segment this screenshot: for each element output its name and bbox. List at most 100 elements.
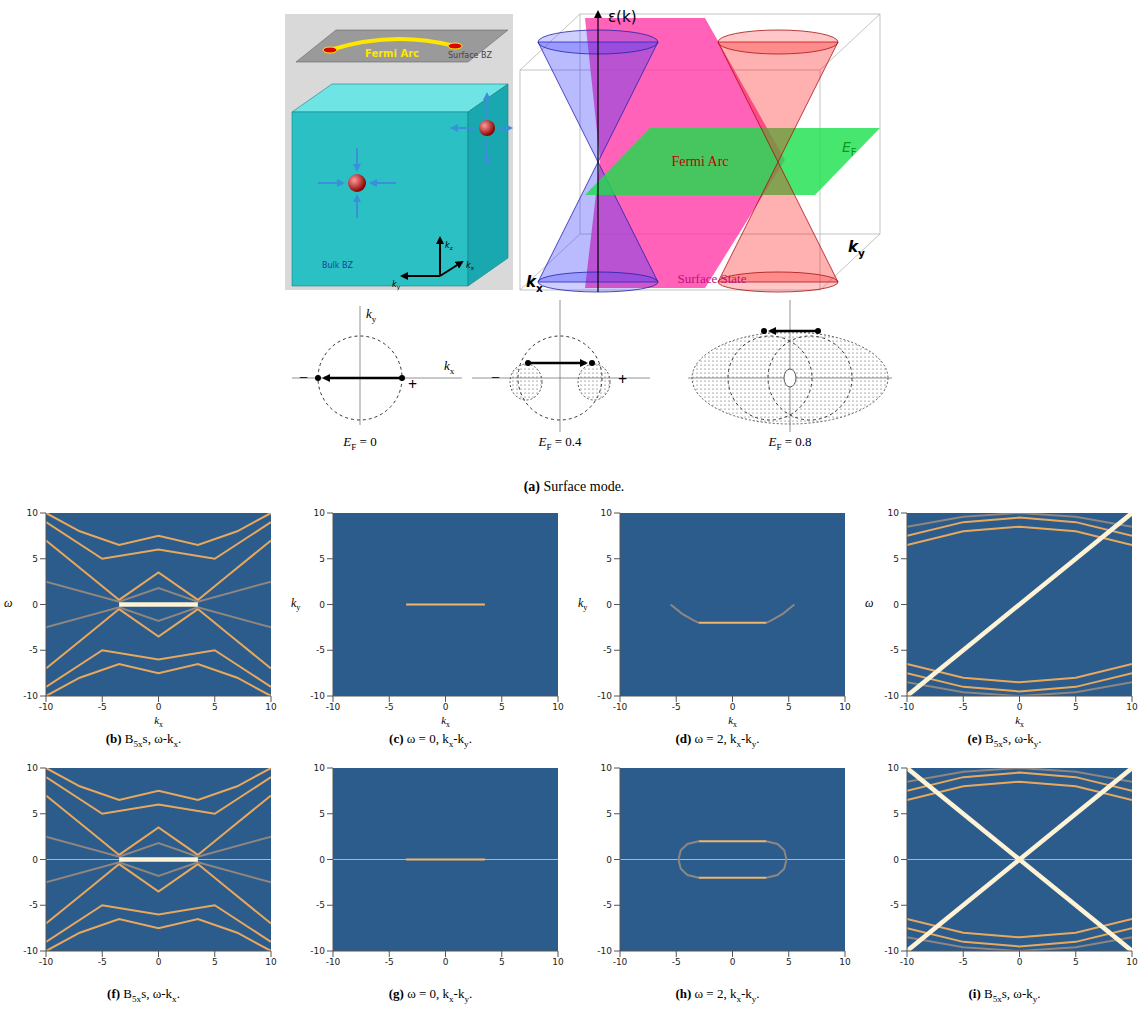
svg-text:-5: -5	[98, 702, 107, 712]
svg-text:0: 0	[1017, 702, 1023, 712]
svg-text:-10: -10	[900, 957, 915, 967]
svg-text:10: 10	[1126, 957, 1138, 967]
svg-text:10: 10	[601, 763, 613, 773]
svg-text:-10: -10	[884, 946, 899, 956]
svg-text:ky: ky	[392, 280, 401, 291]
svg-text:-10: -10	[326, 702, 341, 712]
svg-text:5: 5	[606, 809, 612, 819]
svg-text:−: −	[491, 369, 500, 386]
svg-text:0: 0	[606, 600, 612, 610]
svg-text:-5: -5	[672, 957, 681, 967]
svg-text:-5: -5	[959, 702, 968, 712]
svg-text:-10: -10	[597, 691, 612, 701]
svg-text:Fermi Arc: Fermi Arc	[365, 48, 419, 59]
svg-text:EF: EF	[842, 139, 857, 158]
svg-text:0: 0	[730, 957, 736, 967]
svg-text:-5: -5	[603, 900, 612, 910]
svg-text:Fermi Arc: Fermi Arc	[671, 154, 728, 169]
svg-text:+: +	[618, 371, 627, 388]
svg-text:ε(k): ε(k)	[608, 8, 637, 26]
svg-text:0: 0	[32, 600, 38, 610]
svg-text:5: 5	[319, 554, 325, 564]
svg-text:5: 5	[32, 809, 38, 819]
svg-text:5: 5	[319, 809, 325, 819]
svg-text:5: 5	[212, 702, 218, 712]
svg-text:-10: -10	[39, 702, 54, 712]
svg-text:5: 5	[1073, 957, 1079, 967]
svg-text:-5: -5	[29, 645, 38, 655]
svg-text:10: 10	[552, 702, 564, 712]
svg-text:-10: -10	[884, 691, 899, 701]
svg-text:10: 10	[314, 508, 326, 518]
svg-text:-10: -10	[23, 691, 38, 701]
svg-text:ky: ky	[848, 238, 865, 259]
svg-text:10: 10	[839, 702, 851, 712]
svg-text:kx: kx	[466, 261, 475, 271]
svg-text:0: 0	[893, 855, 899, 865]
svg-text:5: 5	[606, 554, 612, 564]
svg-text:-10: -10	[613, 702, 628, 712]
svg-text:kx: kx	[444, 358, 455, 376]
svg-text:-5: -5	[29, 900, 38, 910]
svg-text:10: 10	[27, 763, 39, 773]
svg-text:ky: ky	[366, 306, 377, 324]
svg-text:+: +	[408, 376, 417, 393]
svg-text:-5: -5	[316, 645, 325, 655]
svg-text:0: 0	[606, 855, 612, 865]
svg-text:10: 10	[552, 957, 564, 967]
svg-text:-10: -10	[310, 691, 325, 701]
svg-text:0: 0	[156, 957, 162, 967]
svg-text:10: 10	[839, 957, 851, 967]
svg-text:Surface State: Surface State	[678, 271, 747, 286]
svg-text:10: 10	[1126, 702, 1138, 712]
svg-text:5: 5	[1073, 702, 1079, 712]
svg-text:EF = 0.4: EF = 0.4	[537, 434, 582, 452]
svg-text:EF = 0: EF = 0	[342, 434, 376, 452]
svg-text:Surface BZ: Surface BZ	[448, 51, 493, 60]
svg-text:kx: kx	[526, 273, 543, 294]
svg-text:0: 0	[319, 600, 325, 610]
svg-text:5: 5	[786, 957, 792, 967]
svg-text:-10: -10	[597, 946, 612, 956]
svg-text:0: 0	[1017, 957, 1023, 967]
svg-text:10: 10	[265, 702, 277, 712]
svg-text:5: 5	[499, 702, 505, 712]
svg-text:-5: -5	[959, 957, 968, 967]
svg-text:-5: -5	[385, 702, 394, 712]
svg-text:10: 10	[888, 763, 900, 773]
svg-text:-5: -5	[98, 957, 107, 967]
svg-text:−: −	[299, 369, 308, 386]
svg-text:10: 10	[888, 508, 900, 518]
svg-text:EF = 0.8: EF = 0.8	[767, 434, 811, 452]
svg-text:0: 0	[443, 957, 449, 967]
svg-text:5: 5	[893, 809, 899, 819]
svg-text:0: 0	[319, 855, 325, 865]
svg-text:10: 10	[314, 763, 326, 773]
svg-text:5: 5	[32, 554, 38, 564]
svg-text:-5: -5	[316, 900, 325, 910]
svg-text:Bulk BZ: Bulk BZ	[322, 261, 353, 270]
svg-text:-5: -5	[672, 702, 681, 712]
svg-text:5: 5	[499, 957, 505, 967]
svg-text:-10: -10	[900, 702, 915, 712]
svg-text:5: 5	[893, 554, 899, 564]
svg-text:0: 0	[893, 600, 899, 610]
svg-text:kz: kz	[445, 241, 453, 251]
svg-text:0: 0	[443, 702, 449, 712]
svg-text:10: 10	[27, 508, 39, 518]
svg-text:5: 5	[212, 957, 218, 967]
svg-text:-5: -5	[603, 645, 612, 655]
svg-text:10: 10	[601, 508, 613, 518]
svg-text:0: 0	[730, 702, 736, 712]
svg-text:5: 5	[786, 702, 792, 712]
svg-text:-10: -10	[613, 957, 628, 967]
svg-text:-10: -10	[23, 946, 38, 956]
svg-text:-10: -10	[39, 957, 54, 967]
svg-text:0: 0	[156, 702, 162, 712]
svg-text:-5: -5	[385, 957, 394, 967]
svg-text:10: 10	[265, 957, 277, 967]
svg-text:-5: -5	[890, 900, 899, 910]
svg-text:-10: -10	[310, 946, 325, 956]
svg-text:-10: -10	[326, 957, 341, 967]
svg-text:0: 0	[32, 855, 38, 865]
